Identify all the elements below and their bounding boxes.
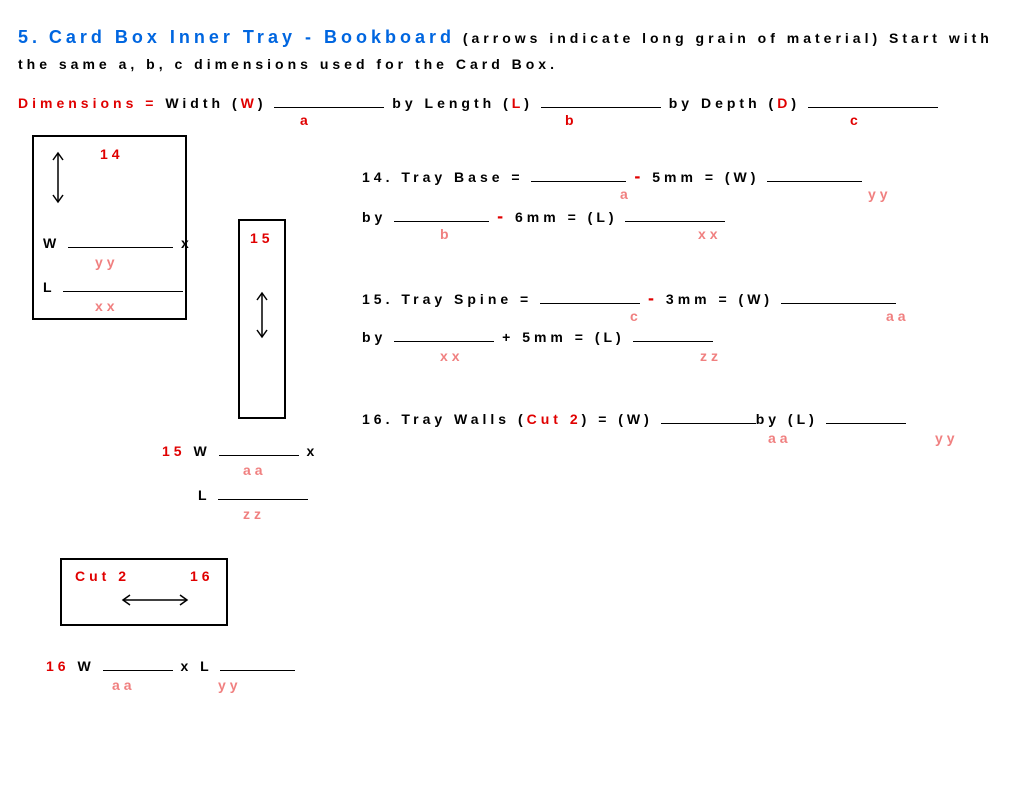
eq16-cut: Cut 2: [527, 411, 582, 427]
blank16-w: [103, 657, 173, 671]
section-num: 5.: [18, 27, 41, 47]
eq15-1b: 3mm = (W): [666, 291, 781, 307]
box15-zz: zz: [243, 506, 265, 522]
box16-num: 16: [190, 568, 214, 584]
box15-W: W: [193, 443, 210, 459]
eq15-aa: aa: [886, 308, 910, 324]
blank16-l: [220, 657, 295, 671]
box15-aa: aa: [243, 462, 267, 478]
box14-yy: yy: [95, 254, 119, 270]
eq14-line1: 14. Tray Base = - 5mm = (W): [362, 166, 862, 187]
blank-w: [274, 94, 384, 108]
eq14-a: a: [620, 186, 632, 202]
box14-xx: xx: [95, 298, 119, 314]
arrow-16: [120, 590, 190, 610]
eq15-xx: xx: [440, 348, 464, 364]
eq15-line1: 15. Tray Spine = - 3mm = (W): [362, 288, 896, 309]
dims-W: W: [241, 95, 258, 111]
dims-length: by Length (: [392, 95, 511, 111]
eq15-c: c: [630, 308, 642, 324]
note1: (arrows indicate long grain of material): [463, 30, 881, 46]
dims-L: L: [512, 95, 525, 111]
dimensions-line: Dimensions = Width (W) by Length (L) by …: [18, 94, 1008, 111]
eq14-blank2: [767, 168, 862, 182]
dims-c: c: [850, 112, 862, 128]
eq14-1a: 14. Tray Base =: [362, 169, 531, 185]
title: Card Box Inner Tray - Bookboard: [49, 27, 455, 47]
eq14-b: b: [440, 226, 453, 242]
eq16-line1: 16. Tray Walls (Cut 2) = (W) by (L): [362, 410, 906, 427]
eq14-blank4: [625, 208, 725, 222]
eq14-blank3: [394, 208, 489, 222]
eq15-zz: zz: [700, 348, 722, 364]
eq14-dash1: -: [634, 166, 644, 186]
box14-W: W: [43, 235, 60, 251]
box16-W: W: [77, 658, 94, 674]
eq15-1a: 15. Tray Spine =: [362, 291, 540, 307]
dims-width: Width (: [165, 95, 240, 111]
box16-aa: aa: [112, 677, 136, 693]
eq14-dash2: -: [497, 206, 507, 226]
blank15-l: [218, 486, 308, 500]
eq15-blank2: [781, 290, 896, 304]
dims-a: a: [300, 112, 312, 128]
eq16-1c: by (L): [756, 411, 826, 427]
eq15-dash: -: [648, 288, 658, 308]
box14-num: 14: [100, 146, 124, 162]
blank-l: [541, 94, 661, 108]
dims-b: b: [565, 112, 578, 128]
blank14-w: [68, 234, 173, 248]
box16-L: L: [200, 658, 212, 674]
eq15-2b: + 5mm = (L): [502, 329, 632, 345]
eq16-aa: aa: [768, 430, 792, 446]
box14-lline: L: [43, 278, 183, 295]
eq14-line2: by - 6mm = (L): [362, 206, 725, 227]
blank14-l: [63, 278, 183, 292]
box14-x: x: [181, 235, 193, 251]
eq14-blank1: [531, 168, 626, 182]
eq14-xx: xx: [698, 226, 722, 242]
eq16-1a: 16. Tray Walls (: [362, 411, 527, 427]
dims-close1: ): [258, 95, 267, 111]
eq15-blank1: [540, 290, 640, 304]
arrow-15: [252, 290, 272, 340]
eq15-blank4: [633, 328, 713, 342]
box15-L: L: [198, 487, 210, 503]
blank15-w: [219, 442, 299, 456]
box15-wline: 15 W x: [162, 442, 318, 459]
box16-cut: Cut 2: [75, 568, 130, 584]
dims-close3: ): [791, 95, 800, 111]
eq16-yy: yy: [935, 430, 959, 446]
eq16-blank1: [661, 410, 756, 424]
blank-d: [808, 94, 938, 108]
box15-x: x: [306, 443, 318, 459]
eq16-blank2: [826, 410, 906, 424]
box16-yy: yy: [218, 677, 242, 693]
eq14-1b: 5mm = (W): [652, 169, 767, 185]
box15-lline: L: [198, 486, 308, 503]
arrow-14: [48, 150, 68, 205]
header: 5. Card Box Inner Tray - Bookboard (arro…: [18, 22, 1008, 76]
eq15-2a: by: [362, 329, 394, 345]
eq16-1b: ) = (W): [582, 411, 661, 427]
box16-num2: 16: [46, 658, 70, 674]
eq14-2a: by: [362, 209, 394, 225]
box15-num2: 15: [162, 443, 186, 459]
dims-D: D: [777, 95, 791, 111]
box16-x: x: [180, 658, 192, 674]
box14-L: L: [43, 279, 55, 295]
eq14-2b: 6mm = (L): [515, 209, 618, 225]
eq15-blank3: [394, 328, 494, 342]
box14-wline: W x: [43, 234, 193, 251]
eq14-yy: yy: [868, 186, 892, 202]
dims-depth: by Depth (: [669, 95, 777, 111]
dims-label: Dimensions =: [18, 95, 165, 111]
eq15-line2: by + 5mm = (L): [362, 328, 713, 345]
dims-close2: ): [524, 95, 533, 111]
box16-line: 16 W x L: [46, 657, 295, 674]
box15-num: 15: [250, 230, 274, 246]
